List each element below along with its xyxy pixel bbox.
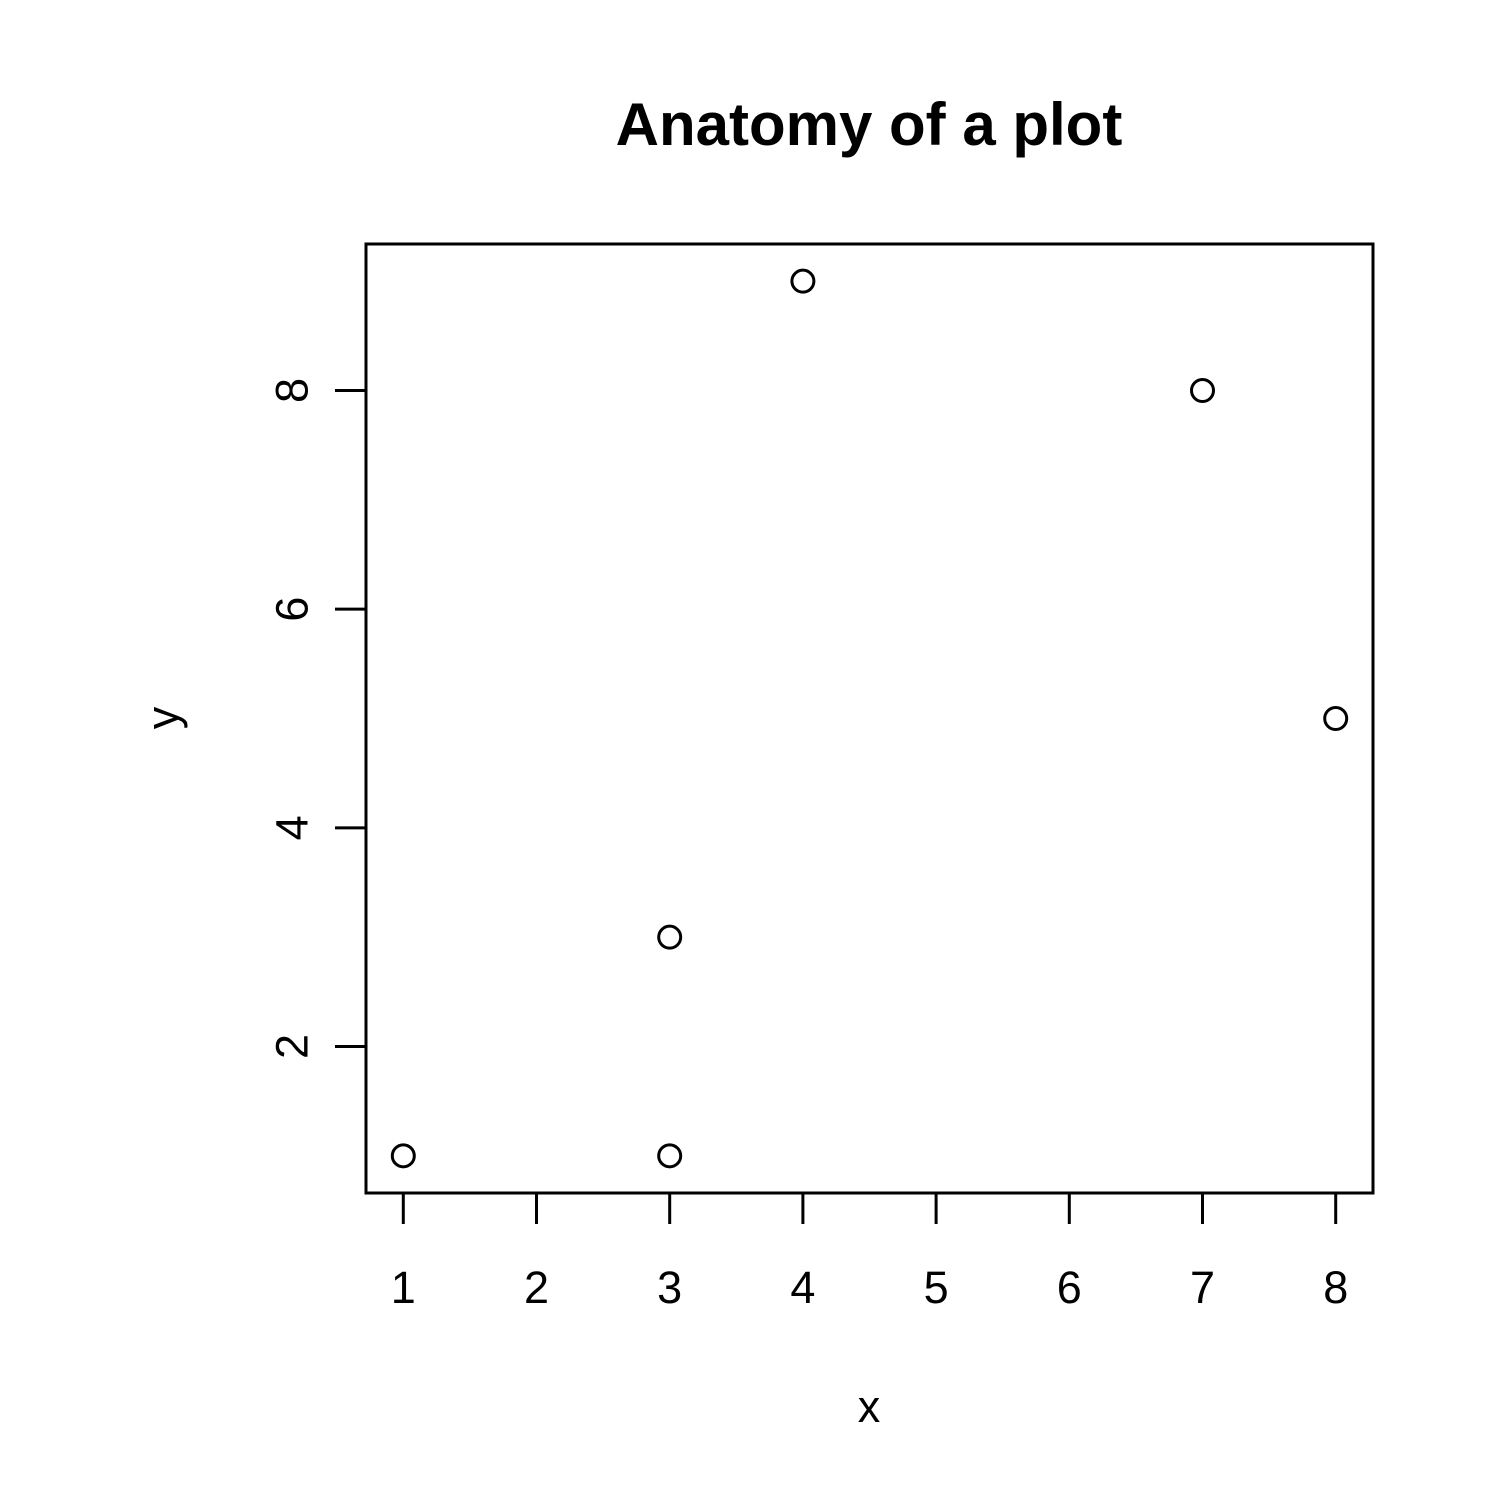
y-axis: 2 4 6 8 <box>267 378 368 1059</box>
x-tick-label: 7 <box>1190 1262 1215 1313</box>
data-point <box>790 268 816 294</box>
y-axis-label: y <box>137 706 188 729</box>
data-point <box>657 924 683 950</box>
x-tick-label: 4 <box>790 1262 815 1313</box>
x-tick-label: 6 <box>1057 1262 1082 1313</box>
x-tick-label: 8 <box>1323 1262 1348 1313</box>
x-tick-label: 5 <box>924 1262 949 1313</box>
x-axis-label: x <box>858 1381 881 1432</box>
data-point <box>1323 706 1349 731</box>
data-point <box>390 1143 416 1169</box>
y-tick-label: 8 <box>267 378 318 403</box>
x-tick-label: 1 <box>391 1262 416 1313</box>
data-point <box>657 1143 683 1169</box>
y-tick-label: 2 <box>267 1034 318 1059</box>
x-axis: 1 2 3 4 5 6 7 8 <box>391 1191 1348 1313</box>
y-tick-label: 6 <box>267 597 318 622</box>
chart-title: Anatomy of a plot <box>616 91 1123 158</box>
x-tick-label: 3 <box>657 1262 682 1313</box>
x-tick-label: 2 <box>524 1262 549 1313</box>
data-point <box>1190 378 1216 404</box>
plot-frame <box>364 242 1375 1195</box>
data-points <box>390 268 1349 1169</box>
y-tick-label: 4 <box>267 815 318 840</box>
